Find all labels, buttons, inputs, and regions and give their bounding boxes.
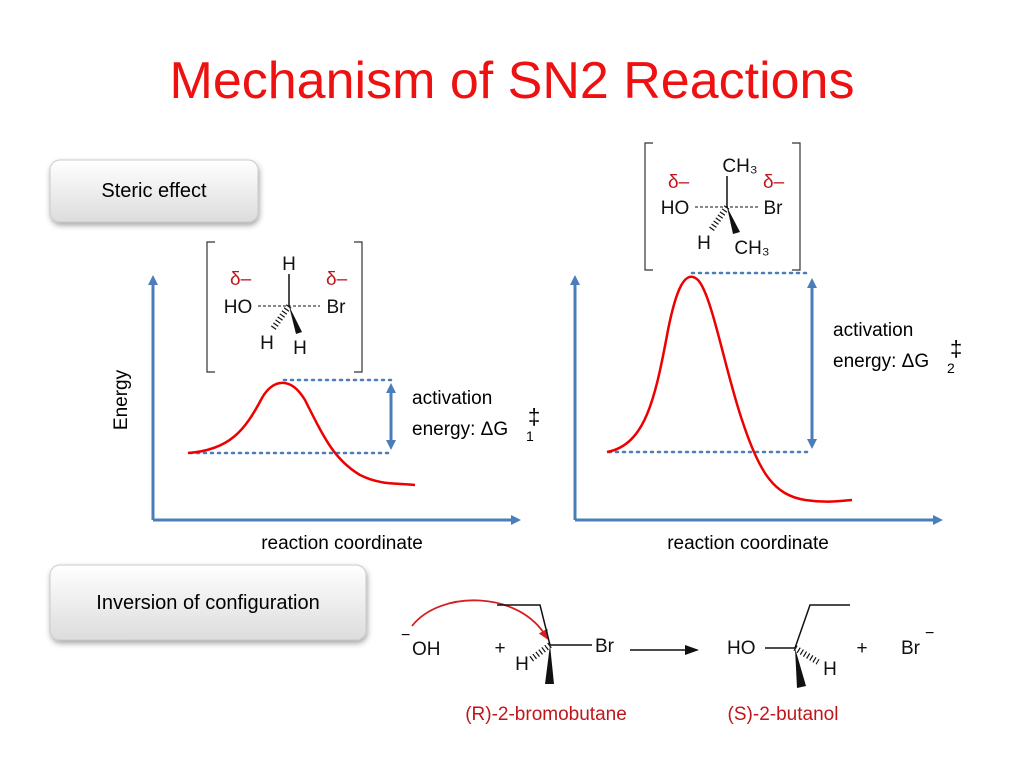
atom: Br	[595, 636, 615, 657]
partial-charge: δ–	[763, 172, 785, 193]
bond	[497, 604, 592, 646]
annotation-subscript: 2	[947, 360, 955, 376]
partial-charge: δ–	[326, 269, 348, 290]
annotation-superscript: ‡	[950, 336, 962, 361]
annotation: activation	[833, 320, 913, 341]
curved-arrow	[411, 599, 548, 640]
wedge-bond	[545, 645, 554, 684]
energy-curve	[187, 381, 416, 487]
partial-charge: δ–	[668, 172, 690, 193]
molecule: Br	[901, 638, 921, 659]
plus-sign: +	[856, 638, 867, 659]
axis-label: reaction coordinate	[261, 533, 423, 554]
atom: H	[697, 233, 711, 254]
button-label: Steric effect	[101, 180, 207, 202]
energy-diagram: reaction coordinate activation energy: Δ…	[570, 142, 962, 554]
atom: CH₃	[722, 156, 757, 177]
atom: H	[515, 654, 529, 675]
atom: HO	[661, 198, 690, 219]
charge: −	[401, 627, 410, 644]
button-box	[49, 159, 259, 223]
button-box	[49, 564, 367, 641]
button-label: Inversion of configuration	[96, 592, 319, 614]
hash-bond	[528, 642, 552, 663]
atom: H	[823, 659, 837, 680]
atom: CH₃	[734, 238, 769, 259]
annotation: energy: ΔG	[833, 351, 929, 372]
bracket	[644, 142, 653, 271]
atom: H	[293, 338, 307, 359]
wedge-bond	[727, 207, 740, 234]
molecule: OH	[412, 639, 441, 660]
bracket	[354, 241, 363, 373]
atom: HO	[727, 638, 756, 659]
hash-bond	[708, 205, 730, 232]
atom: H	[282, 254, 296, 275]
axis-label: reaction coordinate	[667, 533, 829, 554]
atom: H	[260, 333, 274, 354]
annotation-superscript: ‡	[528, 404, 540, 429]
button[interactable]: Steric effect	[49, 159, 259, 223]
energy-curve	[606, 275, 853, 503]
bond	[765, 604, 850, 649]
annotation-subscript: 1	[526, 428, 534, 444]
bracket	[206, 241, 215, 373]
wedge-bond	[289, 306, 302, 334]
button[interactable]: Inversion of configuration	[49, 564, 367, 641]
plus-sign: +	[494, 638, 505, 659]
atom: Br	[327, 297, 347, 318]
reaction-scheme: − OH + H Br HO H + Br − (R)-2-bromobutan…	[401, 599, 934, 725]
slide-title: Mechanism of SN2 Reactions	[170, 52, 855, 110]
axis-label: Energy	[111, 369, 132, 430]
charge: −	[925, 625, 934, 642]
annotation: activation	[412, 388, 492, 409]
partial-charge: δ–	[230, 269, 252, 290]
annotation: energy: ΔG	[412, 419, 508, 440]
compound-name: (R)-2-bromobutane	[465, 704, 627, 725]
hash-bond	[793, 645, 820, 665]
atom: HO	[224, 297, 253, 318]
hash-bond	[269, 304, 292, 332]
compound-name: (S)-2-butanol	[728, 704, 839, 725]
wedge-bond	[795, 648, 806, 688]
energy-diagram: Energy reaction coordinate activation en…	[111, 241, 540, 554]
bracket	[792, 142, 801, 271]
atom: Br	[764, 198, 784, 219]
